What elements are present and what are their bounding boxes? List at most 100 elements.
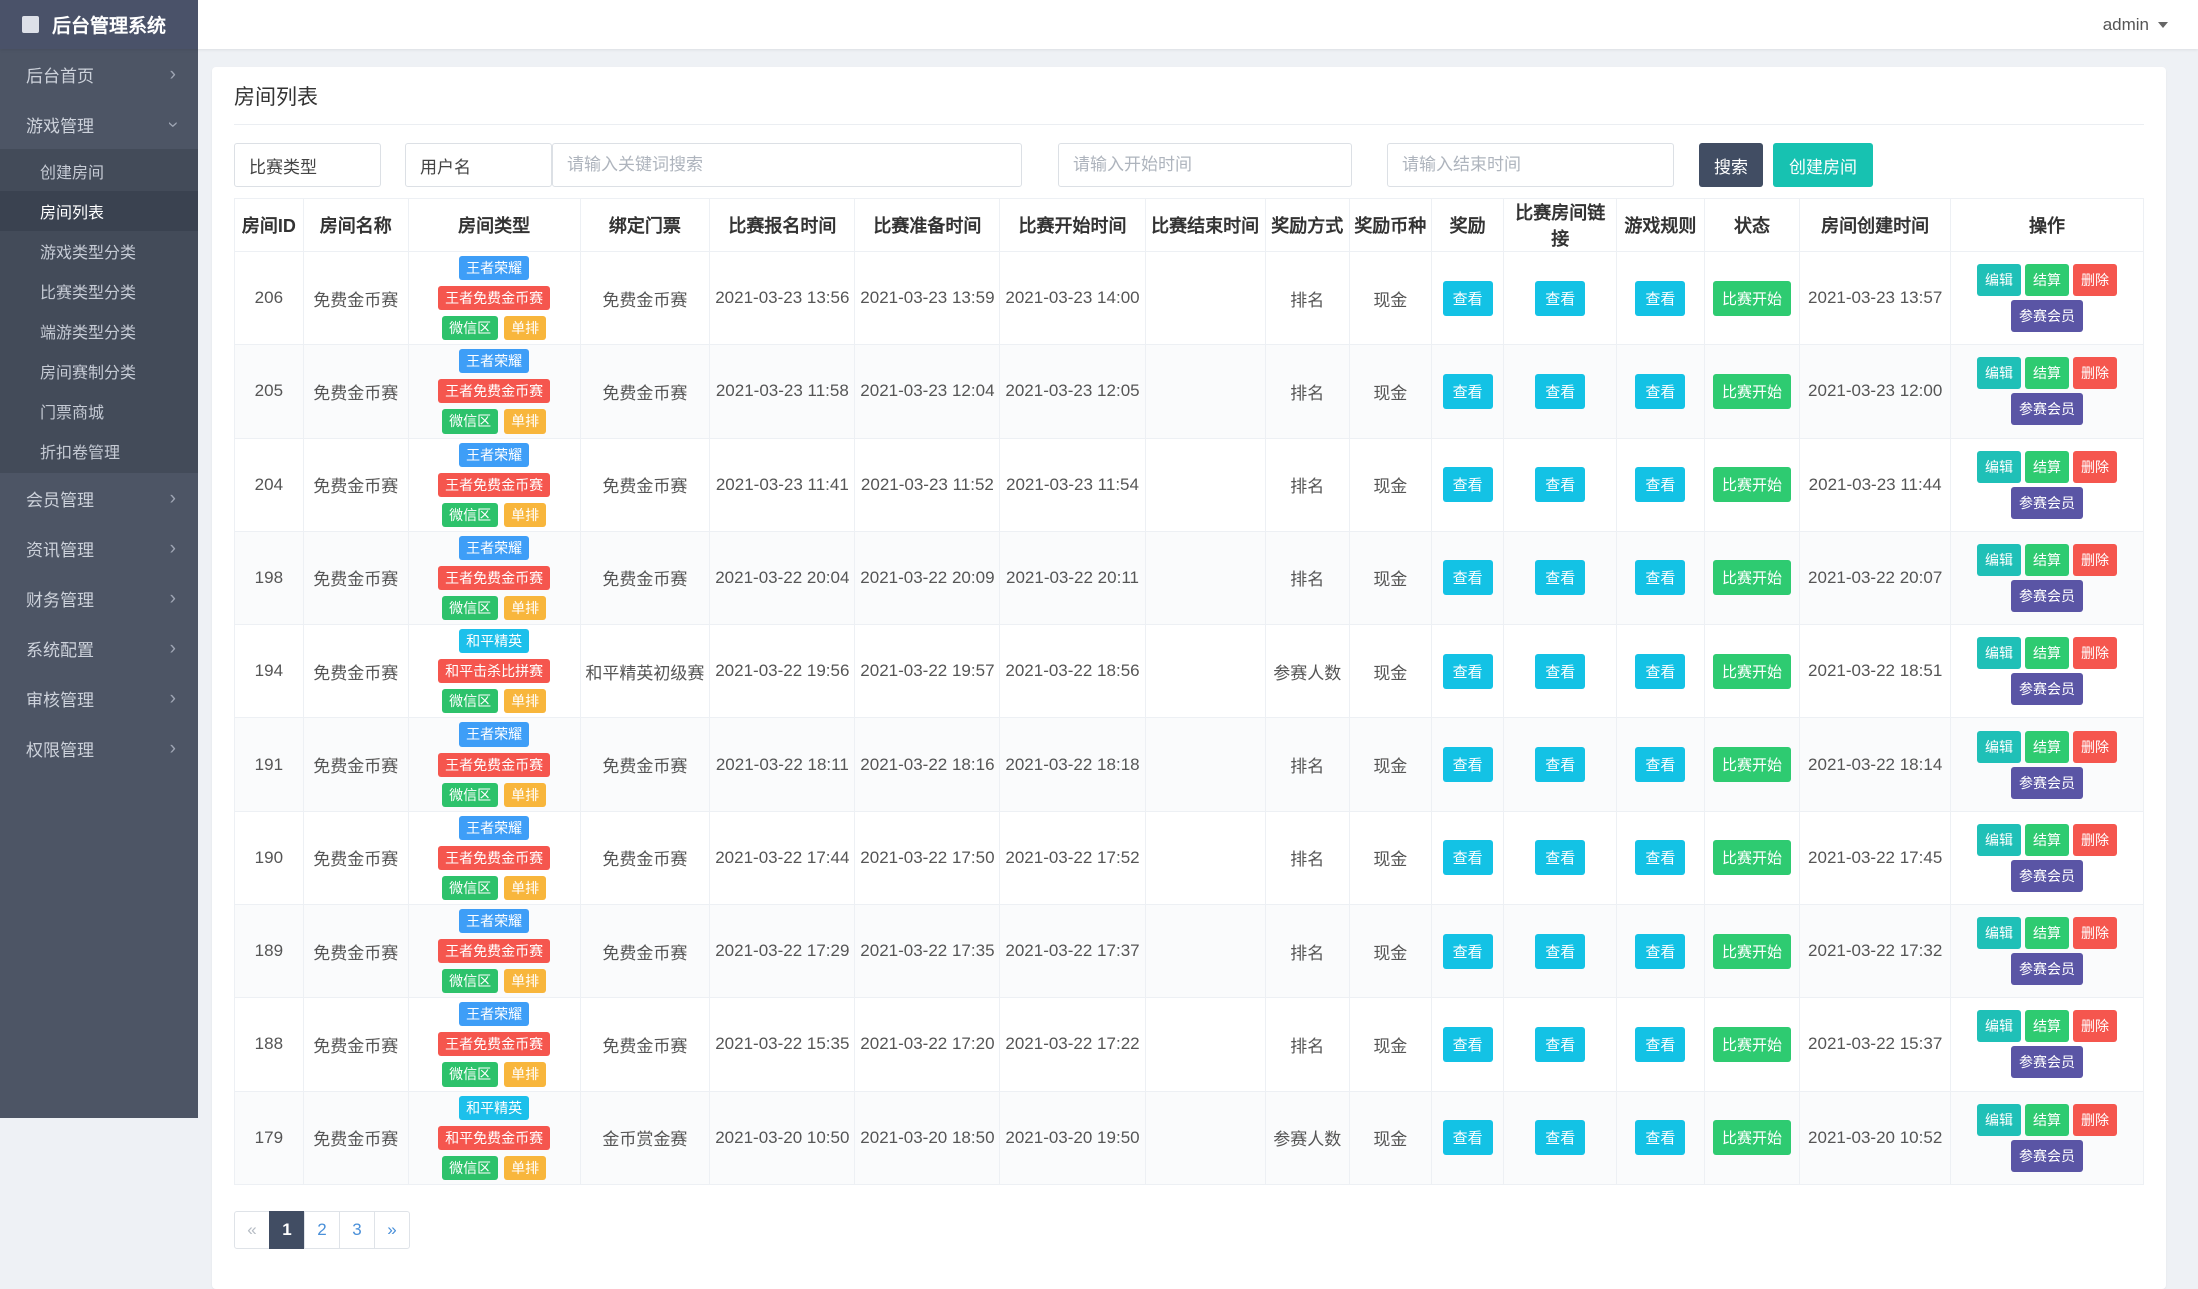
sidebar-item-3[interactable]: 资讯管理 › <box>0 523 198 573</box>
rules-view-button[interactable]: 查看 <box>1635 840 1686 876</box>
room-link-view-button[interactable]: 查看 <box>1535 280 1586 316</box>
edit-button[interactable]: 编辑 <box>1977 264 2022 297</box>
reward-view-button[interactable]: 查看 <box>1442 747 1493 783</box>
search-button[interactable]: 搜索 <box>1699 143 1763 187</box>
username-select[interactable]: 用户名 <box>405 143 552 187</box>
user-menu[interactable]: admin <box>2103 15 2198 35</box>
created-time-cell: 2021-03-23 12:00 <box>1799 344 1952 439</box>
room-link-view-button[interactable]: 查看 <box>1535 653 1586 689</box>
settle-button[interactable]: 结算 <box>2025 543 2070 576</box>
members-button[interactable]: 参赛会员 <box>2011 673 2084 706</box>
members-button[interactable]: 参赛会员 <box>2011 486 2084 519</box>
rules-view-button[interactable]: 查看 <box>1635 467 1686 503</box>
sidebar-item-5[interactable]: 系统配置 › <box>0 623 198 673</box>
sidebar-item-6[interactable]: 审核管理 › <box>0 673 198 723</box>
sidebar-item-4[interactable]: 财务管理 › <box>0 573 198 623</box>
sidebar-subitem-7[interactable]: 折扣卷管理 <box>0 431 198 471</box>
sidebar-subitem-6[interactable]: 门票商城 <box>0 391 198 431</box>
rules-view-button[interactable]: 查看 <box>1635 280 1686 316</box>
sidebar-item-7[interactable]: 权限管理 › <box>0 723 198 773</box>
rules-view-button[interactable]: 查看 <box>1635 1120 1686 1156</box>
sidebar-subitem-1[interactable]: 房间列表 <box>0 191 198 231</box>
sidebar-item-2[interactable]: 会员管理 › <box>0 473 198 523</box>
rules-view-button[interactable]: 查看 <box>1635 933 1686 969</box>
page-1[interactable]: 1 <box>269 1210 305 1249</box>
room-link-view-button[interactable]: 查看 <box>1535 1026 1586 1062</box>
settle-button[interactable]: 结算 <box>2025 264 2070 297</box>
reward-view-button[interactable]: 查看 <box>1442 933 1493 969</box>
edit-button[interactable]: 编辑 <box>1977 1010 2022 1043</box>
delete-button[interactable]: 删除 <box>2073 1010 2118 1043</box>
match-type-select[interactable]: 比赛类型 <box>234 143 381 187</box>
room-link-view-button[interactable]: 查看 <box>1535 560 1586 596</box>
reward-view-button[interactable]: 查看 <box>1442 840 1493 876</box>
reward-view-button[interactable]: 查看 <box>1442 653 1493 689</box>
delete-button[interactable]: 删除 <box>2073 357 2118 390</box>
edit-button[interactable]: 编辑 <box>1977 543 2022 576</box>
sidebar-subitem-4[interactable]: 端游类型分类 <box>0 311 198 351</box>
rules-view-button[interactable]: 查看 <box>1635 560 1686 596</box>
page-2[interactable]: 2 <box>304 1210 340 1249</box>
sidebar-item-1[interactable]: 游戏管理 › <box>0 99 198 149</box>
room-link-view-button[interactable]: 查看 <box>1535 467 1586 503</box>
delete-button[interactable]: 删除 <box>2073 637 2118 670</box>
edit-button[interactable]: 编辑 <box>1977 637 2022 670</box>
sidebar-subitem-5[interactable]: 房间赛制分类 <box>0 351 198 391</box>
sidebar-item-0[interactable]: 后台首页 › <box>0 49 198 99</box>
room-link-view-button[interactable]: 查看 <box>1535 840 1586 876</box>
keyword-input[interactable] <box>552 143 1022 187</box>
sidebar-subitem-2[interactable]: 游戏类型分类 <box>0 231 198 271</box>
end-time-input[interactable] <box>1387 143 1674 187</box>
sidebar-subitem-0[interactable]: 创建房间 <box>0 151 198 191</box>
edit-button[interactable]: 编辑 <box>1977 450 2022 483</box>
delete-button[interactable]: 删除 <box>2073 543 2118 576</box>
room-link-view-button[interactable]: 查看 <box>1535 933 1586 969</box>
room-link-view-button[interactable]: 查看 <box>1535 1120 1586 1156</box>
delete-button[interactable]: 删除 <box>2073 917 2118 950</box>
rules-view-button[interactable]: 查看 <box>1635 653 1686 689</box>
page-prev[interactable]: « <box>234 1210 270 1249</box>
delete-button[interactable]: 删除 <box>2073 450 2118 483</box>
members-button[interactable]: 参赛会员 <box>2011 953 2084 986</box>
reward-view-button[interactable]: 查看 <box>1442 1026 1493 1062</box>
members-button[interactable]: 参赛会员 <box>2011 300 2084 333</box>
members-button[interactable]: 参赛会员 <box>2011 766 2084 799</box>
reward-view-button[interactable]: 查看 <box>1442 373 1493 409</box>
reward-view-button[interactable]: 查看 <box>1442 1120 1493 1156</box>
room-link-view-button[interactable]: 查看 <box>1535 747 1586 783</box>
settle-button[interactable]: 结算 <box>2025 823 2070 856</box>
sidebar-subitem-3[interactable]: 比赛类型分类 <box>0 271 198 311</box>
members-button[interactable]: 参赛会员 <box>2011 859 2084 892</box>
room-link-view-button[interactable]: 查看 <box>1535 373 1586 409</box>
page-next[interactable]: » <box>374 1210 410 1249</box>
create-room-button[interactable]: 创建房间 <box>1773 143 1873 187</box>
start-time-input[interactable] <box>1058 143 1352 187</box>
edit-button[interactable]: 编辑 <box>1977 823 2022 856</box>
members-button[interactable]: 参赛会员 <box>2011 1046 2084 1079</box>
delete-button[interactable]: 删除 <box>2073 264 2118 297</box>
rules-view-button[interactable]: 查看 <box>1635 747 1686 783</box>
delete-button[interactable]: 删除 <box>2073 1103 2118 1136</box>
members-button[interactable]: 参赛会员 <box>2011 1139 2084 1172</box>
edit-button[interactable]: 编辑 <box>1977 730 2022 763</box>
delete-button[interactable]: 删除 <box>2073 823 2118 856</box>
settle-button[interactable]: 结算 <box>2025 450 2070 483</box>
settle-button[interactable]: 结算 <box>2025 730 2070 763</box>
reward-view-button[interactable]: 查看 <box>1442 467 1493 503</box>
settle-button[interactable]: 结算 <box>2025 917 2070 950</box>
settle-button[interactable]: 结算 <box>2025 1010 2070 1043</box>
edit-button[interactable]: 编辑 <box>1977 357 2022 390</box>
settle-button[interactable]: 结算 <box>2025 637 2070 670</box>
delete-button[interactable]: 删除 <box>2073 730 2118 763</box>
members-button[interactable]: 参赛会员 <box>2011 579 2084 612</box>
edit-button[interactable]: 编辑 <box>1977 1103 2022 1136</box>
reward-view-button[interactable]: 查看 <box>1442 560 1493 596</box>
reward-view-button[interactable]: 查看 <box>1442 280 1493 316</box>
settle-button[interactable]: 结算 <box>2025 1103 2070 1136</box>
members-button[interactable]: 参赛会员 <box>2011 393 2084 426</box>
rules-view-button[interactable]: 查看 <box>1635 373 1686 409</box>
edit-button[interactable]: 编辑 <box>1977 917 2022 950</box>
page-3[interactable]: 3 <box>339 1210 375 1249</box>
rules-view-button[interactable]: 查看 <box>1635 1026 1686 1062</box>
settle-button[interactable]: 结算 <box>2025 357 2070 390</box>
